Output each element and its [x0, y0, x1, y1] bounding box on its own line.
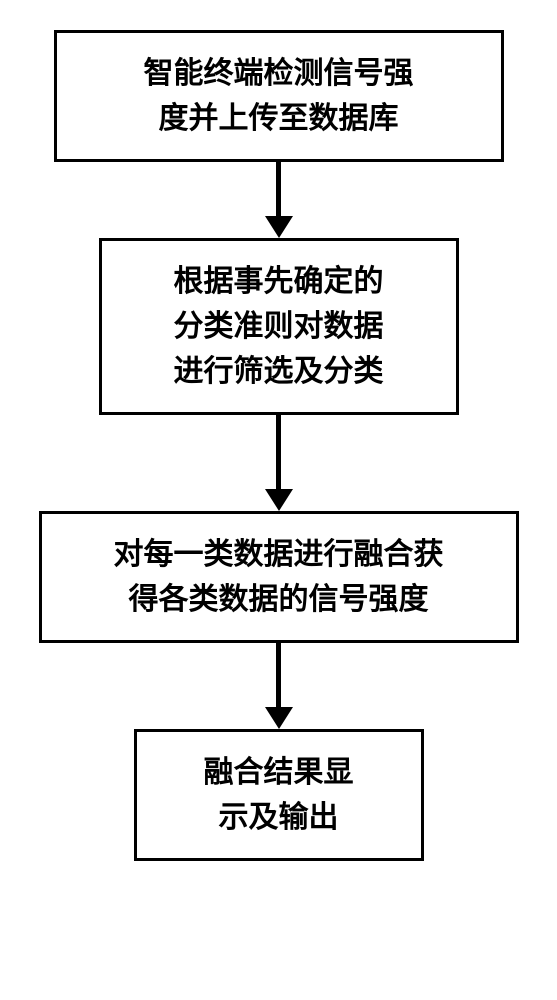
arrow-2 — [265, 415, 293, 511]
flowchart-step-4: 融合结果显 示及输出 — [134, 729, 424, 861]
flowchart-container: 智能终端检测信号强 度并上传至数据库 根据事先确定的 分类准则对数据 进行筛选及… — [39, 30, 519, 861]
step-2-line-3: 进行筛选及分类 — [174, 355, 384, 388]
step-1-line-2: 度并上传至数据库 — [159, 102, 399, 135]
step-4-line-1: 融合结果显 — [204, 756, 354, 789]
step-1-line-1: 智能终端检测信号强 — [144, 57, 414, 90]
arrow-line — [276, 643, 281, 708]
arrow-line — [276, 162, 281, 217]
step-2-line-1: 根据事先确定的 — [174, 265, 384, 298]
flowchart-step-1: 智能终端检测信号强 度并上传至数据库 — [54, 30, 504, 162]
flowchart-step-2: 根据事先确定的 分类准则对数据 进行筛选及分类 — [99, 238, 459, 415]
arrow-3 — [265, 643, 293, 729]
step-3-line-2: 得各类数据的信号强度 — [129, 583, 429, 616]
arrow-1 — [265, 162, 293, 238]
step-2-line-2: 分类准则对数据 — [174, 310, 384, 343]
flowchart-step-3: 对每一类数据进行融合获 得各类数据的信号强度 — [39, 511, 519, 643]
arrow-head-icon — [265, 216, 293, 238]
arrow-line — [276, 415, 281, 490]
step-4-line-2: 示及输出 — [219, 801, 339, 834]
arrow-head-icon — [265, 707, 293, 729]
step-3-line-1: 对每一类数据进行融合获 — [114, 538, 444, 571]
arrow-head-icon — [265, 489, 293, 511]
